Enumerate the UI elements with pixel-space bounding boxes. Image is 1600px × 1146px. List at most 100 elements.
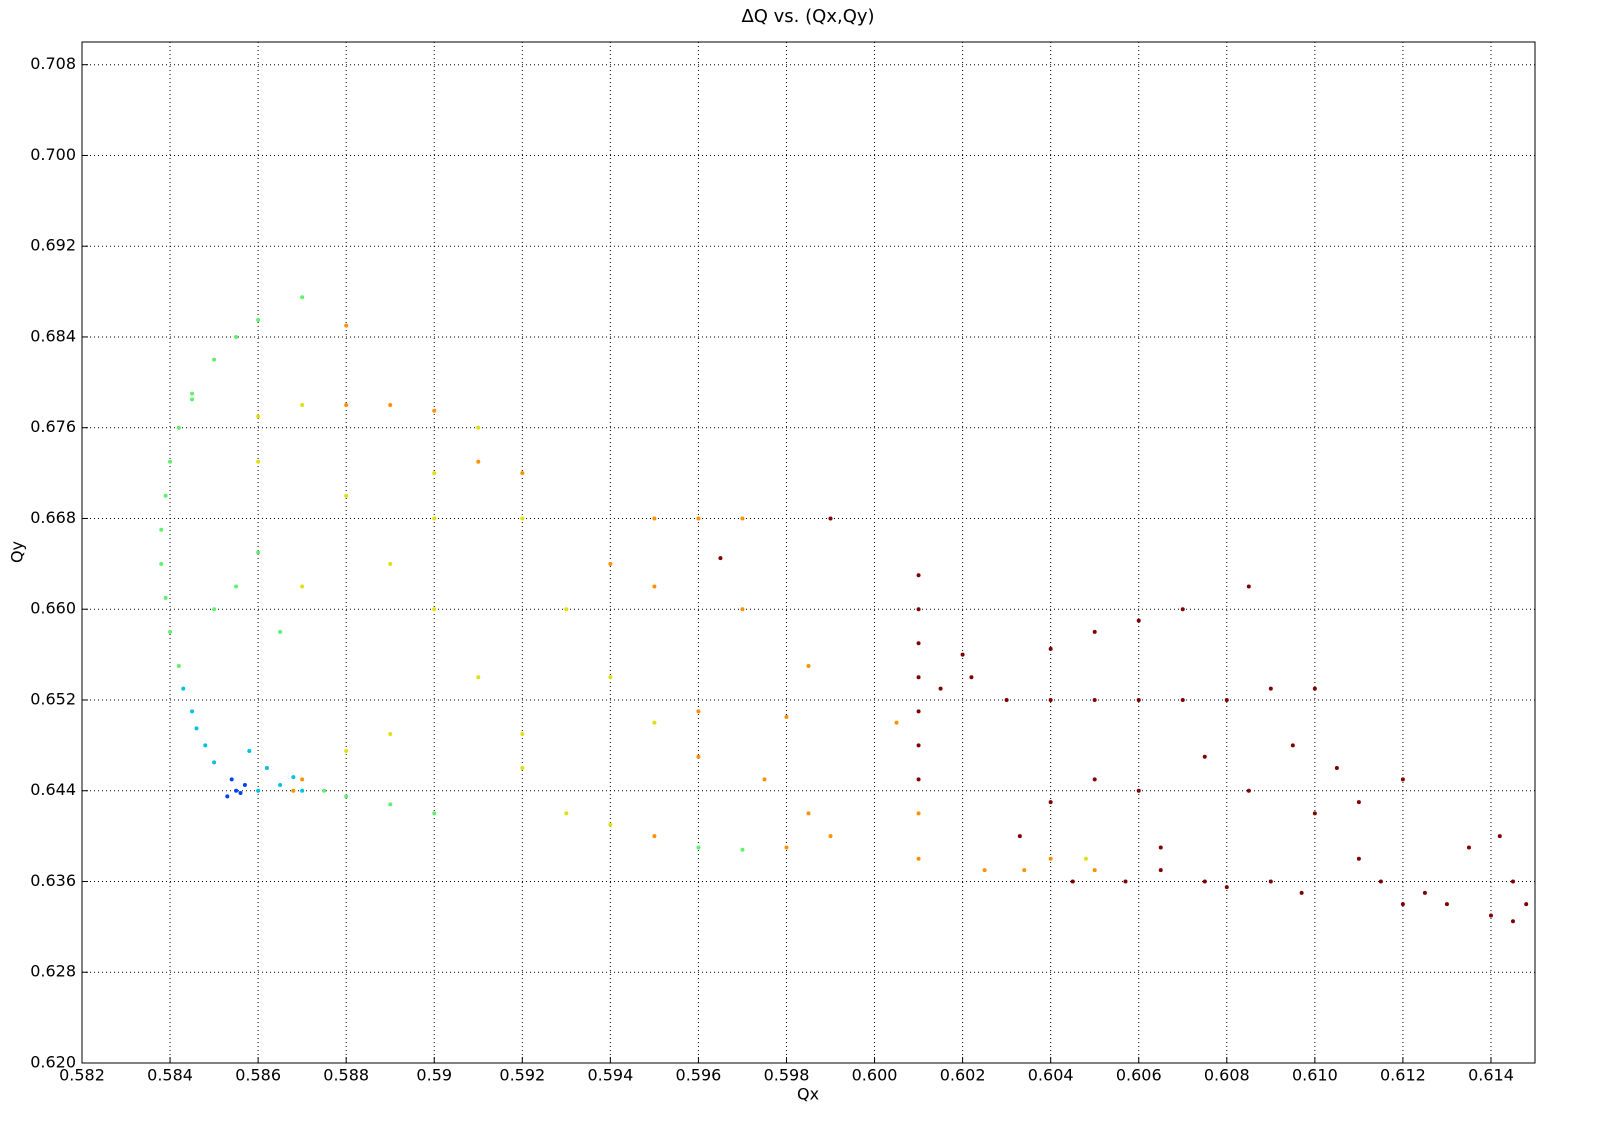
point [608, 561, 613, 566]
x-tick-label: 0.59 [416, 1066, 452, 1085]
point [190, 397, 195, 402]
point [564, 811, 569, 816]
point [242, 783, 247, 788]
x-tick-label: 0.582 [59, 1066, 105, 1085]
point [256, 550, 261, 555]
point [1136, 697, 1141, 702]
point [1312, 686, 1317, 691]
point [1268, 686, 1273, 691]
point [1488, 913, 1493, 918]
point [168, 459, 173, 464]
point [1510, 919, 1515, 924]
point [300, 584, 305, 589]
point [432, 811, 437, 816]
point [476, 425, 481, 430]
x-tick-label: 0.606 [1116, 1066, 1162, 1085]
point [203, 743, 208, 748]
point [564, 607, 569, 612]
point [916, 573, 921, 578]
point [344, 749, 349, 754]
point [300, 403, 305, 408]
point [1356, 856, 1361, 861]
point [652, 834, 657, 839]
point [159, 527, 164, 532]
y-tick-label: 0.708 [30, 54, 76, 73]
point [1048, 800, 1053, 805]
point [1022, 868, 1027, 873]
y-tick-label: 0.652 [30, 689, 76, 708]
point [1048, 646, 1053, 651]
point [234, 584, 239, 589]
point [1180, 607, 1185, 612]
point [181, 686, 186, 691]
point [256, 414, 261, 419]
y-tick-label: 0.668 [30, 508, 76, 527]
point [344, 794, 349, 799]
x-tick-label: 0.612 [1380, 1066, 1426, 1085]
y-tick-label: 0.684 [30, 326, 76, 345]
point [212, 607, 217, 612]
y-axis-label: Qy [8, 541, 27, 563]
point [225, 794, 230, 799]
point [740, 607, 745, 612]
point [176, 425, 181, 430]
point [190, 391, 195, 396]
point [344, 403, 349, 408]
point [256, 459, 261, 464]
point [163, 493, 168, 498]
point [696, 754, 701, 759]
point [190, 709, 195, 714]
point [1136, 618, 1141, 623]
point [212, 357, 217, 362]
chart-title: ΔQ vs. (Qx,Qy) [741, 6, 874, 27]
y-tick-label: 0.700 [30, 145, 76, 164]
y-tick-label: 0.676 [30, 417, 76, 436]
point [1524, 902, 1529, 907]
point [1092, 777, 1097, 782]
x-tick-label: 0.614 [1468, 1066, 1514, 1085]
point [1356, 800, 1361, 805]
point [1158, 845, 1163, 850]
point [476, 459, 481, 464]
point [432, 408, 437, 413]
point [652, 516, 657, 521]
point [520, 732, 525, 737]
point [1246, 788, 1251, 793]
x-tick-label: 0.586 [235, 1066, 281, 1085]
point [168, 629, 173, 634]
point [1400, 902, 1405, 907]
point [916, 743, 921, 748]
point [982, 868, 987, 873]
point [960, 652, 965, 657]
point [828, 834, 833, 839]
point [828, 516, 833, 521]
point [264, 766, 269, 771]
point [1123, 879, 1128, 884]
point [1004, 697, 1009, 702]
x-tick-label: 0.608 [1204, 1066, 1250, 1085]
point [1422, 890, 1427, 895]
point [432, 471, 437, 476]
point [696, 516, 701, 521]
point [176, 663, 181, 668]
point [969, 675, 974, 680]
point [278, 783, 283, 788]
point [1510, 879, 1515, 884]
point [740, 847, 745, 852]
x-tick-label: 0.588 [323, 1066, 369, 1085]
point [916, 641, 921, 646]
point [916, 709, 921, 714]
point [1202, 754, 1207, 759]
point [1400, 777, 1405, 782]
point [344, 323, 349, 328]
point [344, 493, 349, 498]
point [1202, 879, 1207, 884]
point [247, 749, 252, 754]
point [784, 845, 789, 850]
point [1048, 856, 1053, 861]
x-tick-label: 0.602 [940, 1066, 986, 1085]
point [1290, 743, 1295, 748]
point [300, 788, 305, 793]
y-tick-label: 0.692 [30, 236, 76, 255]
